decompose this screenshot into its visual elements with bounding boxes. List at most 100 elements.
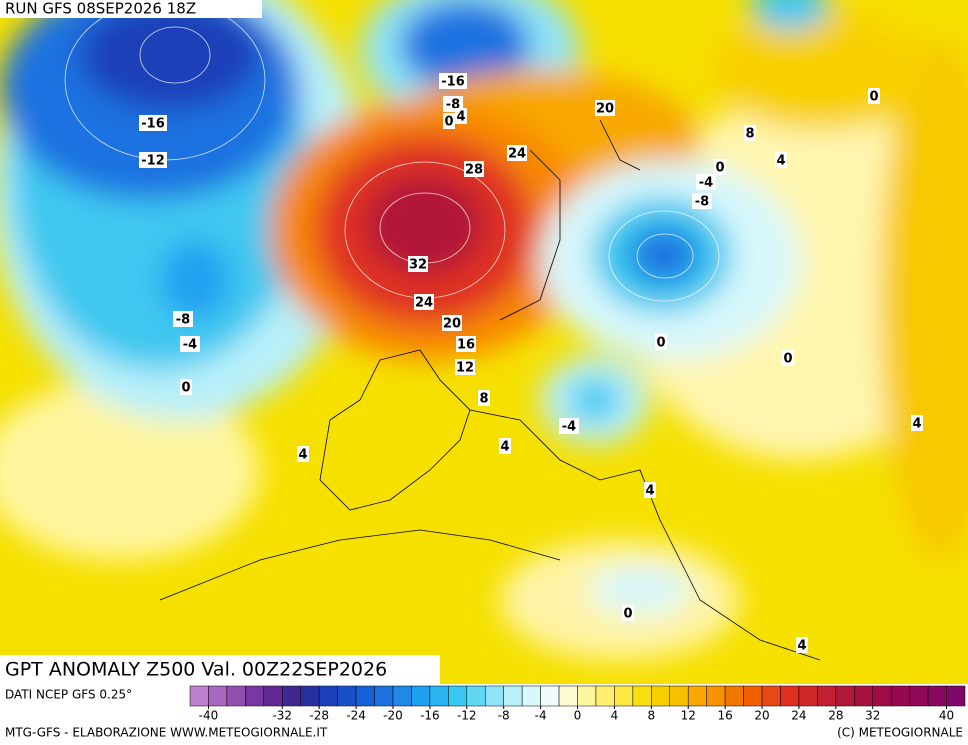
- colorbar-swatch: [854, 685, 873, 707]
- contour-label: 0: [656, 336, 665, 351]
- contour-label: -8: [695, 195, 709, 210]
- contour-label: 28: [465, 163, 483, 178]
- contour-label-bg: [180, 336, 200, 352]
- contour-label-bg: [796, 637, 808, 653]
- contour-label-bg: [464, 161, 484, 177]
- contour-label-bg: [507, 145, 527, 161]
- contour-label: 4: [645, 484, 654, 499]
- colorbar-swatch: [189, 685, 209, 707]
- footer-left: MTG-GFS - ELABORAZIONE WWW.METEOGIORNALE…: [5, 726, 328, 740]
- contour-label: 4: [456, 110, 465, 125]
- contour-label: 0: [869, 90, 878, 105]
- colorbar-swatch: [484, 685, 504, 707]
- colorbar-swatch: [337, 685, 357, 707]
- colorbar-tick-label: -32: [272, 709, 292, 723]
- colorbar-swatch: [429, 685, 449, 707]
- contour-label-bg: [180, 379, 192, 395]
- contour-label: 0: [715, 161, 724, 176]
- colorbar-swatch: [706, 685, 726, 707]
- contour-label-bg: [622, 605, 634, 621]
- colorbar-swatch: [226, 685, 246, 707]
- colorbar-swatch: [614, 685, 634, 707]
- colorbar-tick-label: -24: [346, 709, 366, 723]
- colorbar-swatch: [890, 685, 910, 707]
- contour-label: -4: [562, 420, 576, 435]
- contour-label-bg: [868, 88, 880, 104]
- colorbar-swatch: [411, 685, 431, 707]
- contour-label-bg: [439, 73, 467, 89]
- colorbar-swatch: [355, 685, 375, 707]
- colorbar-swatch: [761, 685, 781, 707]
- contour-label: 0: [623, 607, 632, 622]
- colorbar-tick-label: 0: [574, 709, 582, 723]
- contour-label-bg: [911, 415, 923, 431]
- colorbar-swatch: [503, 685, 523, 707]
- contour-label: 8: [479, 392, 488, 407]
- contour-label: -8: [176, 313, 190, 328]
- colorbar-swatch: [651, 685, 671, 707]
- colorbar-tick-label: -16: [420, 709, 440, 723]
- run-box: [0, 0, 262, 18]
- source-label: DATI NCEP GFS 0.25°: [5, 688, 132, 702]
- contour-label: 0: [783, 352, 792, 367]
- colorbar-swatch: [835, 685, 855, 707]
- contour-label: 4: [500, 440, 509, 455]
- title-box: [0, 655, 440, 684]
- colorbar-swatch: [392, 685, 412, 707]
- colorbar-tick-label: -4: [535, 709, 547, 723]
- contour-label-bg: [297, 446, 309, 462]
- colorbar-swatch: [946, 685, 966, 707]
- contour-label: 24: [415, 296, 433, 311]
- contour-label-bg: [408, 256, 428, 272]
- colorbar-swatch: [282, 685, 301, 707]
- contour-label-bg: [173, 311, 193, 327]
- contour-label: -16: [141, 117, 165, 132]
- colorbar-tick-label: 12: [681, 709, 696, 723]
- colorbar-tick-label: 8: [647, 709, 655, 723]
- contour-label-bg: [782, 350, 794, 366]
- colorbar-tick-label: 28: [828, 709, 843, 723]
- contour-label-bg: [744, 125, 756, 141]
- colorbar-tick-label: 24: [791, 709, 806, 723]
- contour-label-bg: [775, 152, 787, 168]
- contour-label-bg: [696, 174, 716, 190]
- colorbar-swatch: [374, 685, 394, 707]
- colorbar-swatch: [817, 685, 837, 707]
- contour-label-bg: [595, 100, 615, 116]
- colorbar-swatch: [780, 685, 800, 707]
- contour-label-bg: [456, 336, 476, 352]
- colorbar-tick-label: -20: [383, 709, 403, 723]
- colorbar-swatch: [263, 685, 283, 707]
- contour-label: -12: [141, 154, 165, 169]
- run-label: RUN GFS 08SEP2026 18Z: [5, 0, 196, 18]
- colorbar-swatch: [245, 685, 265, 707]
- colorbar-swatch: [669, 685, 689, 707]
- contour-label-bg: [443, 113, 455, 129]
- colorbar-swatch: [540, 685, 560, 707]
- contour-label: 12: [456, 361, 474, 376]
- contour-label-bg: [499, 438, 511, 454]
- colorbar-swatch: [577, 685, 597, 707]
- contour-label: 0: [444, 115, 453, 130]
- colorbar-swatch: [318, 685, 338, 707]
- contour-label-bg: [559, 418, 579, 434]
- contour-label: 4: [912, 417, 921, 432]
- contour-label: 32: [409, 258, 427, 273]
- footer-right: (C) METEOGIORNALE: [837, 726, 963, 740]
- contour-label-bg: [139, 115, 167, 131]
- colorbar-tick-label: 32: [865, 709, 880, 723]
- coastlines: [159, 119, 821, 661]
- colorbar-swatch: [872, 685, 892, 707]
- contour-label-bg: [455, 108, 467, 124]
- colorbar-tick-label: 4: [611, 709, 619, 723]
- colorbar-swatch: [798, 685, 818, 707]
- colorbar-swatch: [909, 685, 929, 707]
- contour-label: 4: [298, 448, 307, 463]
- colorbar-swatch: [466, 685, 486, 707]
- contour-label-bg: [478, 390, 490, 406]
- contour-label: 4: [776, 154, 785, 169]
- colorbar-tick-label: -12: [457, 709, 477, 723]
- colorbar-swatch: [521, 685, 541, 707]
